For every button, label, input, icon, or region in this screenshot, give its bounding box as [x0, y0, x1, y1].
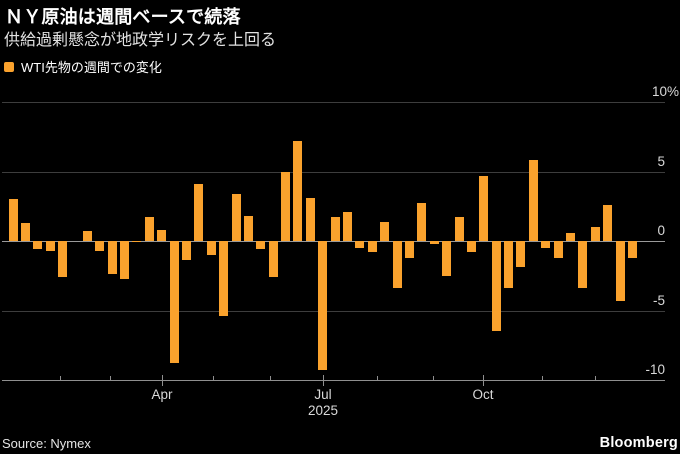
bar: [293, 140, 303, 241]
bar: [566, 232, 576, 241]
page-title: ＮＹ原油は週間ベースで続落: [5, 7, 241, 27]
x-axis-minor-tick: [60, 376, 61, 381]
bar: [454, 217, 464, 241]
source-label: Source: Nymex: [2, 435, 91, 451]
bar: [404, 241, 414, 258]
bar: [318, 241, 328, 371]
bar: [157, 229, 167, 241]
chart-footer: Source: Nymex Bloomberg: [0, 434, 680, 452]
bar: [144, 217, 154, 241]
x-axis-label: Apr: [151, 387, 173, 402]
y-axis-label: 0: [657, 223, 665, 238]
gridline: [2, 310, 665, 312]
x-axis-major-tick: [162, 375, 163, 386]
bar: [132, 241, 142, 243]
bar: [281, 171, 291, 241]
page-subtitle: 供給過剰懸念が地政学リスクを上回る: [4, 32, 277, 49]
bar: [58, 241, 68, 278]
bar: [243, 215, 253, 241]
gridline: [2, 380, 665, 381]
y-axis-label: 10%: [651, 84, 679, 99]
y-axis-label: -5: [652, 292, 665, 308]
bar: [479, 175, 489, 241]
x-axis-minor-tick: [595, 376, 596, 381]
legend-label: WTI先物の週間での変化: [21, 60, 162, 75]
x-axis-minor-tick: [110, 376, 111, 381]
bar: [541, 241, 551, 248]
x-axis-minor-tick: [433, 376, 434, 381]
bar: [355, 241, 365, 248]
bar: [491, 241, 501, 332]
x-axis-year-label: 2025: [307, 403, 339, 418]
gridline: [2, 102, 665, 103]
x-axis-label: Jul: [314, 387, 332, 402]
y-axis-label: 5: [657, 153, 665, 169]
y-axis-label: -10: [645, 362, 665, 377]
bar: [466, 241, 476, 253]
x-axis-minor-tick: [542, 376, 543, 381]
bar: [95, 241, 105, 251]
bar: [33, 241, 43, 250]
x-axis-minor-tick: [213, 376, 214, 381]
bar: [330, 217, 340, 241]
bar: [553, 241, 563, 258]
bar: [367, 241, 377, 253]
bar: [442, 241, 452, 276]
bar: [8, 199, 18, 241]
x-axis-minor-tick: [377, 376, 378, 381]
bar: [169, 241, 179, 364]
bar: [429, 241, 439, 244]
bar: [380, 221, 390, 241]
bar: [392, 241, 402, 289]
bar: [615, 241, 625, 301]
bar: [82, 231, 92, 241]
x-axis-major-tick: [323, 375, 324, 386]
bar: [206, 241, 216, 255]
bar: [504, 241, 514, 289]
bar: [268, 241, 278, 278]
bar: [528, 160, 538, 241]
x-axis-minor-tick: [270, 376, 271, 381]
bloomberg-logo: Bloomberg: [599, 435, 678, 451]
bar: [590, 227, 600, 241]
bar: [107, 241, 117, 275]
x-axis-label: Oct: [472, 387, 494, 402]
bar: [603, 204, 613, 241]
bar: [578, 241, 588, 289]
legend-swatch-icon: [4, 61, 14, 72]
bar: [305, 197, 315, 241]
gridline: [2, 171, 665, 173]
bar: [20, 222, 30, 241]
bar: [231, 193, 241, 241]
bar: [219, 241, 229, 317]
zero-line: [2, 241, 665, 242]
bar: [256, 241, 266, 250]
bar: [45, 241, 55, 251]
bar: [628, 241, 637, 258]
bar: [417, 203, 427, 241]
bar: [343, 211, 353, 241]
bar: [120, 241, 129, 279]
bar: [194, 184, 204, 241]
bar: [516, 241, 526, 268]
legend: WTI先物の週間での変化: [4, 57, 162, 76]
bar: [181, 241, 191, 261]
x-axis-major-tick: [483, 375, 484, 386]
